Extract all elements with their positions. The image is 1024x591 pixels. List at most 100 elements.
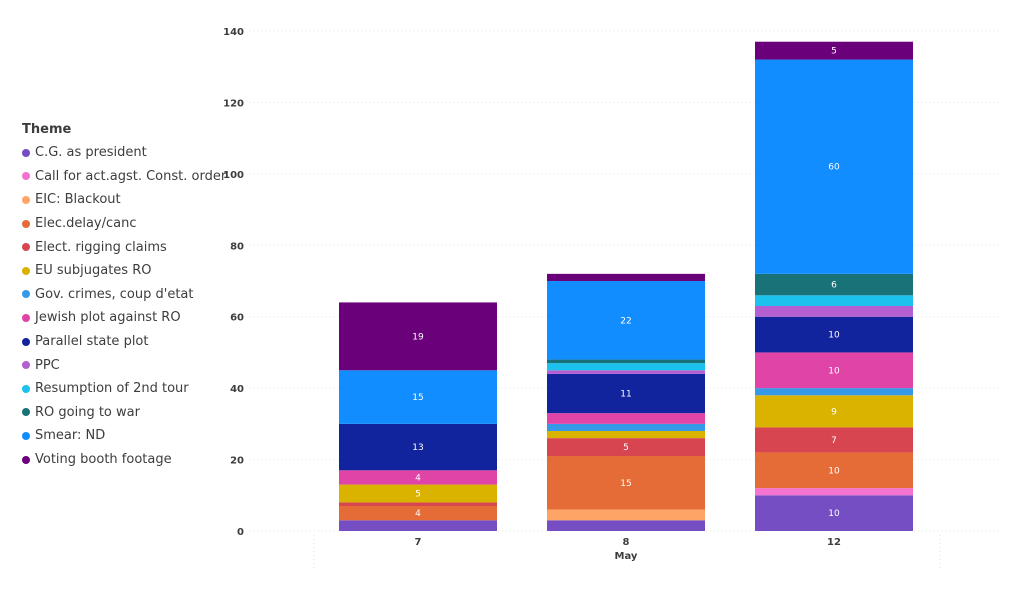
bar-segment[interactable] bbox=[755, 452, 913, 489]
legend-item[interactable]: Call for act.agst. Const. order bbox=[22, 165, 227, 189]
legend-label: Call for act.agst. Const. order bbox=[35, 168, 227, 184]
legend-item[interactable]: EU subjugates RO bbox=[22, 259, 227, 283]
bar-segment[interactable] bbox=[547, 281, 705, 360]
bar-segment[interactable] bbox=[755, 59, 913, 274]
bar-segment[interactable] bbox=[755, 41, 913, 60]
y-tick-label: 0 bbox=[237, 527, 244, 538]
legend-label: Elect. rigging claims bbox=[35, 239, 167, 255]
data-label: 4 bbox=[415, 509, 421, 519]
data-label: 10 bbox=[828, 331, 840, 341]
legend-swatch bbox=[22, 361, 30, 370]
bar-segment[interactable] bbox=[755, 273, 913, 296]
chart-legend: Theme C.G. as president Call for act.agst… bbox=[22, 122, 227, 471]
legend-label: Jewish plot against RO bbox=[35, 310, 181, 326]
legend-item[interactable]: Parallel state plot bbox=[22, 330, 227, 354]
x-axis-ticks: 7 8 12 bbox=[415, 537, 841, 548]
legend-swatch bbox=[22, 384, 30, 393]
legend-item[interactable]: Resumption of 2nd tour bbox=[22, 377, 227, 401]
data-label: 15 bbox=[620, 479, 631, 489]
bar-segment[interactable] bbox=[547, 413, 705, 424]
y-tick-label: 40 bbox=[230, 384, 244, 395]
bar-segment[interactable] bbox=[547, 359, 705, 364]
bar-segment[interactable] bbox=[339, 502, 497, 506]
legend-swatch bbox=[22, 148, 30, 157]
legend-label: Gov. crimes, coup d'etat bbox=[35, 286, 194, 302]
bar-segment[interactable] bbox=[755, 427, 913, 453]
legend-label: PPC bbox=[35, 357, 60, 373]
bar-segment[interactable] bbox=[339, 506, 497, 521]
y-tick-label: 100 bbox=[223, 170, 244, 181]
y-tick-label: 80 bbox=[230, 241, 244, 252]
bar-segment[interactable] bbox=[547, 423, 705, 431]
legend-item[interactable]: Gov. crimes, coup d'etat bbox=[22, 283, 227, 307]
x-tick-label: 8 bbox=[623, 537, 630, 548]
legend-item[interactable]: Smear: ND bbox=[22, 424, 227, 448]
legend-item[interactable]: RO going to war bbox=[22, 401, 227, 425]
legend-label: C.G. as president bbox=[35, 145, 147, 161]
legend-swatch bbox=[22, 290, 30, 299]
y-tick-label: 60 bbox=[230, 313, 244, 324]
legend-label: Elec.delay/canc bbox=[35, 216, 137, 232]
bar-segment[interactable] bbox=[547, 520, 705, 531]
x-tick-label: 12 bbox=[827, 537, 841, 548]
legend-item[interactable]: Elec.delay/canc bbox=[22, 212, 227, 236]
bar-segment[interactable] bbox=[339, 520, 497, 531]
data-label: 4 bbox=[415, 473, 421, 483]
bar-segment[interactable] bbox=[755, 495, 913, 531]
legend-swatch bbox=[22, 219, 30, 228]
bar-segment[interactable] bbox=[755, 488, 913, 496]
legend-title: Theme bbox=[22, 122, 72, 137]
legend-item[interactable]: PPC bbox=[22, 353, 227, 377]
legend-swatch bbox=[22, 455, 30, 464]
legend-item[interactable]: C.G. as president bbox=[22, 141, 227, 165]
legend-item[interactable]: Voting booth footage bbox=[22, 448, 227, 472]
y-tick-label: 120 bbox=[223, 98, 244, 109]
legend-swatch bbox=[22, 431, 30, 440]
bar-segment[interactable] bbox=[339, 423, 497, 471]
legend-swatch bbox=[22, 313, 30, 322]
legend-label: RO going to war bbox=[35, 404, 140, 420]
y-tick-label: 20 bbox=[230, 456, 244, 467]
bar-segment[interactable] bbox=[755, 352, 913, 389]
legend-label: Resumption of 2nd tour bbox=[35, 381, 189, 397]
legend-swatch bbox=[22, 337, 30, 346]
bar-segment[interactable] bbox=[755, 316, 913, 353]
bar-segment[interactable] bbox=[339, 302, 497, 371]
legend-item[interactable]: EIC: Blackout bbox=[22, 188, 227, 212]
data-label: 5 bbox=[415, 490, 421, 500]
data-label: 11 bbox=[620, 390, 631, 400]
bar-segment[interactable] bbox=[339, 370, 497, 424]
y-axis-ticks: 0 20 40 60 80 100 120 140 bbox=[223, 27, 244, 538]
bar-segment[interactable] bbox=[547, 363, 705, 371]
data-label: 60 bbox=[828, 163, 840, 173]
data-label: 13 bbox=[412, 443, 423, 453]
bar-segment[interactable] bbox=[339, 484, 497, 503]
data-label: 7 bbox=[831, 436, 837, 446]
bar-segment[interactable] bbox=[547, 509, 705, 521]
bar-segment[interactable] bbox=[755, 388, 913, 396]
bar-segment[interactable] bbox=[547, 373, 705, 414]
bar-segment[interactable] bbox=[755, 295, 913, 306]
bar-segment[interactable] bbox=[755, 395, 913, 428]
data-label: 5 bbox=[623, 443, 629, 453]
bar-segment[interactable] bbox=[547, 431, 705, 439]
legend-item[interactable]: Jewish plot against RO bbox=[22, 306, 227, 330]
bar-segment[interactable] bbox=[339, 470, 497, 485]
legend-swatch bbox=[22, 195, 30, 204]
bar-segment[interactable] bbox=[755, 306, 913, 317]
data-label: 10 bbox=[828, 509, 840, 519]
data-label: 22 bbox=[620, 316, 631, 326]
legend-swatch bbox=[22, 243, 30, 252]
legend-swatch bbox=[22, 408, 30, 417]
data-label: 5 bbox=[831, 47, 837, 57]
legend-swatch bbox=[22, 172, 30, 181]
data-label: 6 bbox=[831, 281, 837, 291]
bar-segment[interactable] bbox=[547, 273, 705, 281]
bar-segment[interactable] bbox=[547, 370, 705, 374]
bars: 4 5 4 13 15 19 15 5 11 22 10 10 7 9 10 10 6 60 5 bbox=[339, 41, 913, 531]
bar-segment[interactable] bbox=[547, 438, 705, 456]
bar-segment[interactable] bbox=[547, 456, 705, 510]
data-label: 10 bbox=[828, 466, 840, 476]
legend-item[interactable]: Elect. rigging claims bbox=[22, 235, 227, 259]
